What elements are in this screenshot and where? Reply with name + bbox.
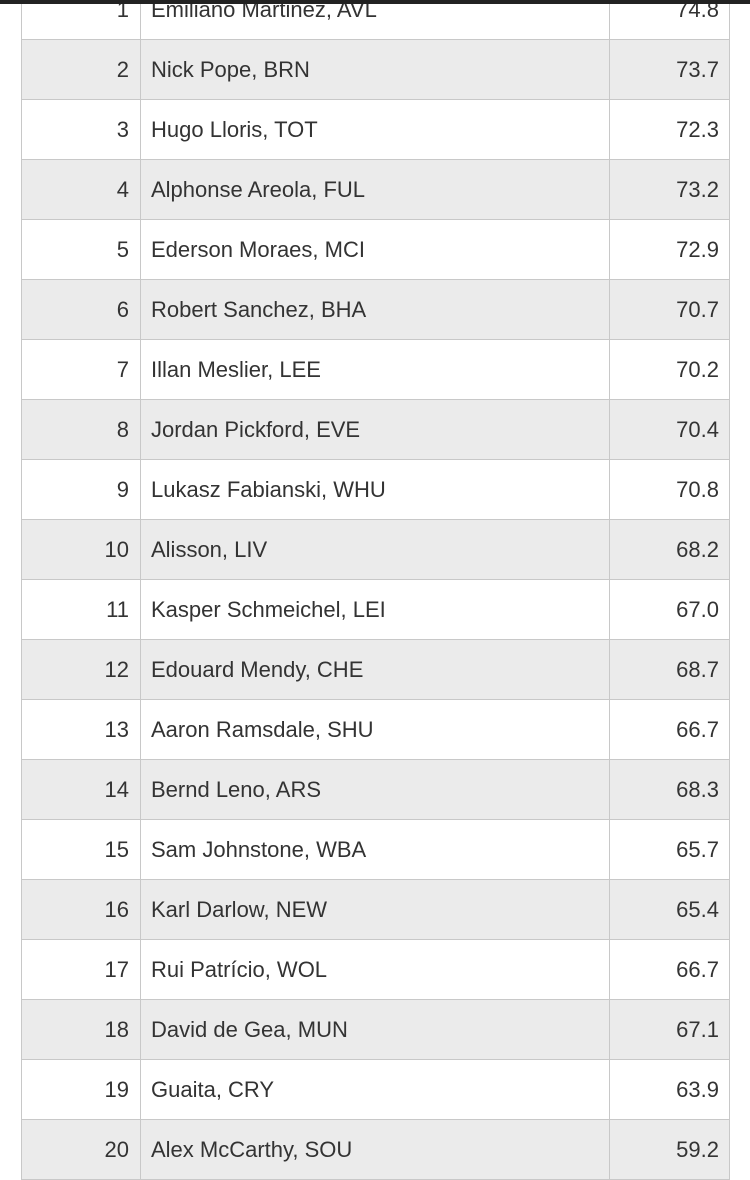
table-row: 9 Lukasz Fabianski, WHU 70.8 (22, 460, 729, 520)
table-row: 5 Ederson Moraes, MCI 72.9 (22, 220, 729, 280)
table-row: 20 Alex McCarthy, SOU 59.2 (22, 1120, 729, 1180)
table-row: 19 Guaita, CRY 63.9 (22, 1060, 729, 1120)
table-row: 8 Jordan Pickford, EVE 70.4 (22, 400, 729, 460)
score-cell: 65.4 (676, 897, 719, 922)
rank-cell: 18 (22, 1000, 141, 1059)
player-cell: Nick Pope, BRN (141, 40, 610, 99)
rank-cell: 9 (22, 460, 141, 519)
rank-cell: 10 (22, 520, 141, 579)
rank-cell: 7 (22, 340, 141, 399)
table-row: 13 Aaron Ramsdale, SHU 66.7 (22, 700, 729, 760)
table-row: 18 David de Gea, MUN 67.1 (22, 1000, 729, 1060)
rank-cell: 4 (22, 160, 141, 219)
score-cell: 70.8 (676, 477, 719, 502)
score-cell: 70.7 (676, 297, 719, 322)
score-cell: 74.8 (676, 0, 719, 22)
score-cell: 68.3 (676, 777, 719, 802)
player-cell: Jordan Pickford, EVE (141, 400, 610, 459)
rank-cell: 11 (22, 580, 141, 639)
score-cell: 59.2 (676, 1137, 719, 1162)
score-cell: 67.0 (676, 597, 719, 622)
table-row: 15 Sam Johnstone, WBA 65.7 (22, 820, 729, 880)
player-cell: Edouard Mendy, CHE (141, 640, 610, 699)
table-row: 11 Kasper Schmeichel, LEI 67.0 (22, 580, 729, 640)
score-cell: 72.9 (676, 237, 719, 262)
player-cell: David de Gea, MUN (141, 1000, 610, 1059)
rankings-table: 1 Emiliano Martinez, AVL 74.8 2 Nick Pope, B… (21, 0, 730, 1180)
player-cell: Karl Darlow, NEW (141, 880, 610, 939)
player-cell: Aaron Ramsdale, SHU (141, 700, 610, 759)
score-cell: 66.7 (676, 717, 719, 742)
table-row: 2 Nick Pope, BRN 73.7 (22, 40, 729, 100)
score-cell: 67.1 (676, 1017, 719, 1042)
table-row: 12 Edouard Mendy, CHE 68.7 (22, 640, 729, 700)
player-cell: Illan Meslier, LEE (141, 340, 610, 399)
rank-cell: 15 (22, 820, 141, 879)
rank-cell: 14 (22, 760, 141, 819)
score-cell: 73.7 (676, 57, 719, 82)
player-cell: Lukasz Fabianski, WHU (141, 460, 610, 519)
rank-cell: 2 (22, 40, 141, 99)
rank-cell: 20 (22, 1120, 141, 1179)
player-cell: Kasper Schmeichel, LEI (141, 580, 610, 639)
rank-cell: 16 (22, 880, 141, 939)
rank-cell: 3 (22, 100, 141, 159)
score-cell: 66.7 (676, 957, 719, 982)
score-cell: 73.2 (676, 177, 719, 202)
player-cell: Hugo Lloris, TOT (141, 100, 610, 159)
player-cell: Bernd Leno, ARS (141, 760, 610, 819)
table-row: 17 Rui Patrício, WOL 66.7 (22, 940, 729, 1000)
table-row: 6 Robert Sanchez, BHA 70.7 (22, 280, 729, 340)
player-cell: Sam Johnstone, WBA (141, 820, 610, 879)
rank-cell: 6 (22, 280, 141, 339)
table-row: 10 Alisson, LIV 68.2 (22, 520, 729, 580)
player-cell: Alphonse Areola, FUL (141, 160, 610, 219)
rank-cell: 5 (22, 220, 141, 279)
rank-cell: 12 (22, 640, 141, 699)
table-row: 1 Emiliano Martinez, AVL 74.8 (22, 0, 729, 40)
table-row: 3 Hugo Lloris, TOT 72.3 (22, 100, 729, 160)
player-cell: Emiliano Martinez, AVL (141, 0, 610, 39)
top-bar (0, 0, 750, 4)
rank-cell: 8 (22, 400, 141, 459)
rank-cell: 19 (22, 1060, 141, 1119)
score-cell: 72.3 (676, 117, 719, 142)
player-cell: Ederson Moraes, MCI (141, 220, 610, 279)
player-cell: Alex McCarthy, SOU (141, 1120, 610, 1179)
rank-cell: 17 (22, 940, 141, 999)
table-row: 7 Illan Meslier, LEE 70.2 (22, 340, 729, 400)
table-row: 4 Alphonse Areola, FUL 73.2 (22, 160, 729, 220)
score-cell: 70.4 (676, 417, 719, 442)
player-cell: Guaita, CRY (141, 1060, 610, 1119)
player-cell: Rui Patrício, WOL (141, 940, 610, 999)
score-cell: 70.2 (676, 357, 719, 382)
table-row: 14 Bernd Leno, ARS 68.3 (22, 760, 729, 820)
score-cell: 63.9 (676, 1077, 719, 1102)
score-cell: 68.2 (676, 537, 719, 562)
player-cell: Robert Sanchez, BHA (141, 280, 610, 339)
rank-cell: 1 (22, 0, 141, 39)
score-cell: 68.7 (676, 657, 719, 682)
rank-cell: 13 (22, 700, 141, 759)
table-row: 16 Karl Darlow, NEW 65.4 (22, 880, 729, 940)
score-cell: 65.7 (676, 837, 719, 862)
player-cell: Alisson, LIV (141, 520, 610, 579)
